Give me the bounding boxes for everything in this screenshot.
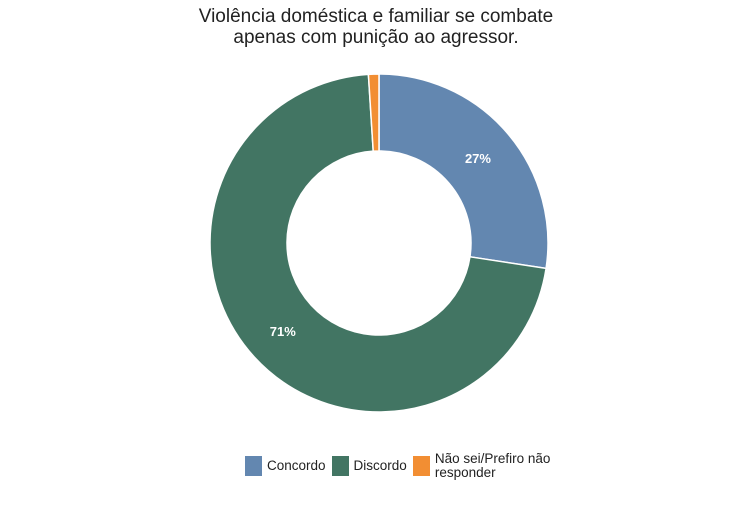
legend: Concordo Discordo Não sei/Prefiro não res…: [245, 452, 556, 480]
chart-title: Violência doméstica e familiar se combat…: [0, 6, 752, 48]
legend-label: Discordo: [353, 458, 407, 473]
legend-label: Concordo: [267, 458, 326, 473]
legend-item-discordo: Discordo: [331, 456, 407, 476]
legend-label: Não sei/Prefiro não responder: [434, 451, 551, 480]
legend-swatch: [412, 456, 430, 476]
title-line-1: Violência doméstica e familiar se combat…: [198, 6, 554, 27]
legend-swatch: [245, 456, 262, 476]
data-label: 71%: [270, 324, 296, 339]
title-line-2: apenas com punição ao agressor.: [233, 27, 519, 48]
slice-concordo: [378, 73, 549, 270]
legend-swatch: [331, 456, 349, 476]
slice-discordo: [209, 73, 547, 413]
legend-item-concordo: Concordo: [245, 456, 326, 476]
data-label: 27%: [465, 151, 491, 166]
legend-item-nao-sei: Não sei/Prefiro não responder: [412, 451, 551, 480]
slice-n-o-sei-prefiro-n-o-responder: [367, 73, 380, 152]
